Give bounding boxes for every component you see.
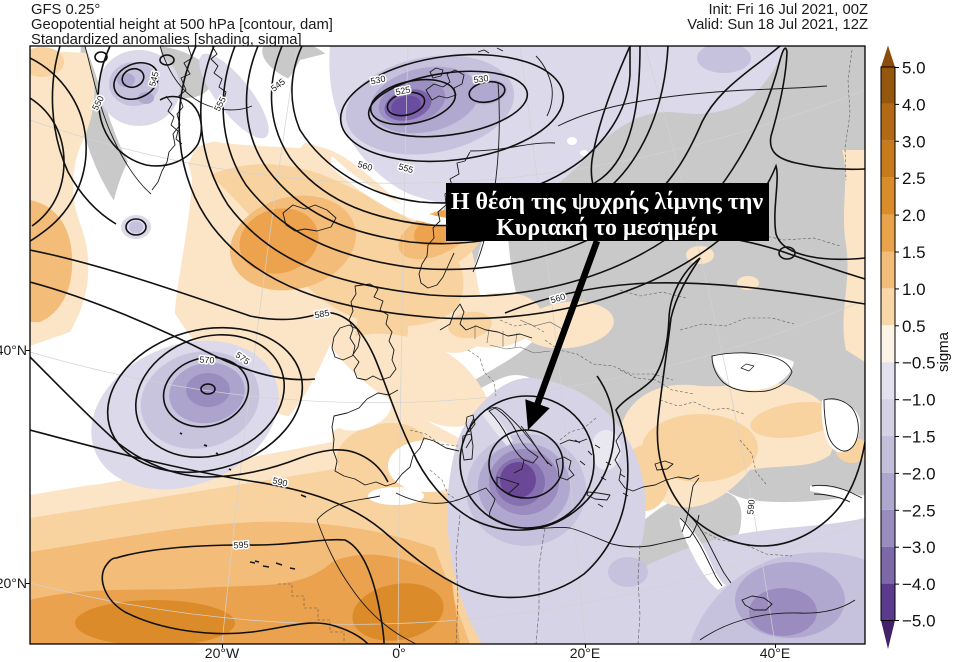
svg-text:5.0: 5.0 xyxy=(902,59,926,78)
svg-text:Η θέση της ψυχρής λίμνης την: Η θέση της ψυχρής λίμνης την xyxy=(451,189,764,215)
svg-text:4.0: 4.0 xyxy=(902,95,926,114)
svg-text:1.5: 1.5 xyxy=(902,243,926,262)
svg-text:40°N: 40°N xyxy=(0,342,27,358)
svg-text:−2.0: −2.0 xyxy=(902,464,936,483)
svg-text:Geopotential height at 500 hPa: Geopotential height at 500 hPa [contour,… xyxy=(31,17,333,33)
svg-text:−4.0: −4.0 xyxy=(902,575,936,594)
svg-text:−1.5: −1.5 xyxy=(902,428,936,447)
svg-text:Κυριακή το μεσημέρι: Κυριακή το μεσημέρι xyxy=(496,215,718,241)
svg-text:GFS 0.25°: GFS 0.25° xyxy=(31,2,100,18)
svg-text:−1.0: −1.0 xyxy=(902,391,936,410)
svg-text:0.5: 0.5 xyxy=(902,317,926,336)
svg-text:Standardized anomalies [shadin: Standardized anomalies [shading, sigma] xyxy=(31,32,302,48)
svg-text:525: 525 xyxy=(395,84,412,97)
svg-text:20°W: 20°W xyxy=(205,645,240,661)
svg-text:590: 590 xyxy=(745,499,757,515)
svg-text:530: 530 xyxy=(473,73,489,85)
svg-text:530: 530 xyxy=(370,74,387,87)
svg-text:585: 585 xyxy=(314,308,331,320)
svg-text:−0.5: −0.5 xyxy=(902,354,936,373)
svg-text:3.0: 3.0 xyxy=(902,132,926,151)
svg-text:20°E: 20°E xyxy=(570,645,601,661)
svg-text:2.0: 2.0 xyxy=(902,206,926,225)
svg-text:1.0: 1.0 xyxy=(902,280,926,299)
svg-text:570: 570 xyxy=(199,354,215,365)
svg-text:20°N: 20°N xyxy=(0,575,27,591)
svg-text:0°: 0° xyxy=(392,645,405,661)
svg-text:−3.0: −3.0 xyxy=(902,538,936,557)
svg-text:−2.5: −2.5 xyxy=(902,501,936,520)
svg-text:sigma: sigma xyxy=(935,331,952,372)
svg-text:Init: Fri 16 Jul 2021, 00Z: Init: Fri 16 Jul 2021, 00Z xyxy=(708,2,868,18)
svg-text:Valid: Sun 18 Jul 2021, 12Z: Valid: Sun 18 Jul 2021, 12Z xyxy=(687,17,868,33)
svg-text:595: 595 xyxy=(233,539,249,550)
svg-text:2.5: 2.5 xyxy=(902,169,926,188)
svg-text:−5.0: −5.0 xyxy=(902,612,936,631)
svg-text:40°E: 40°E xyxy=(760,645,791,661)
